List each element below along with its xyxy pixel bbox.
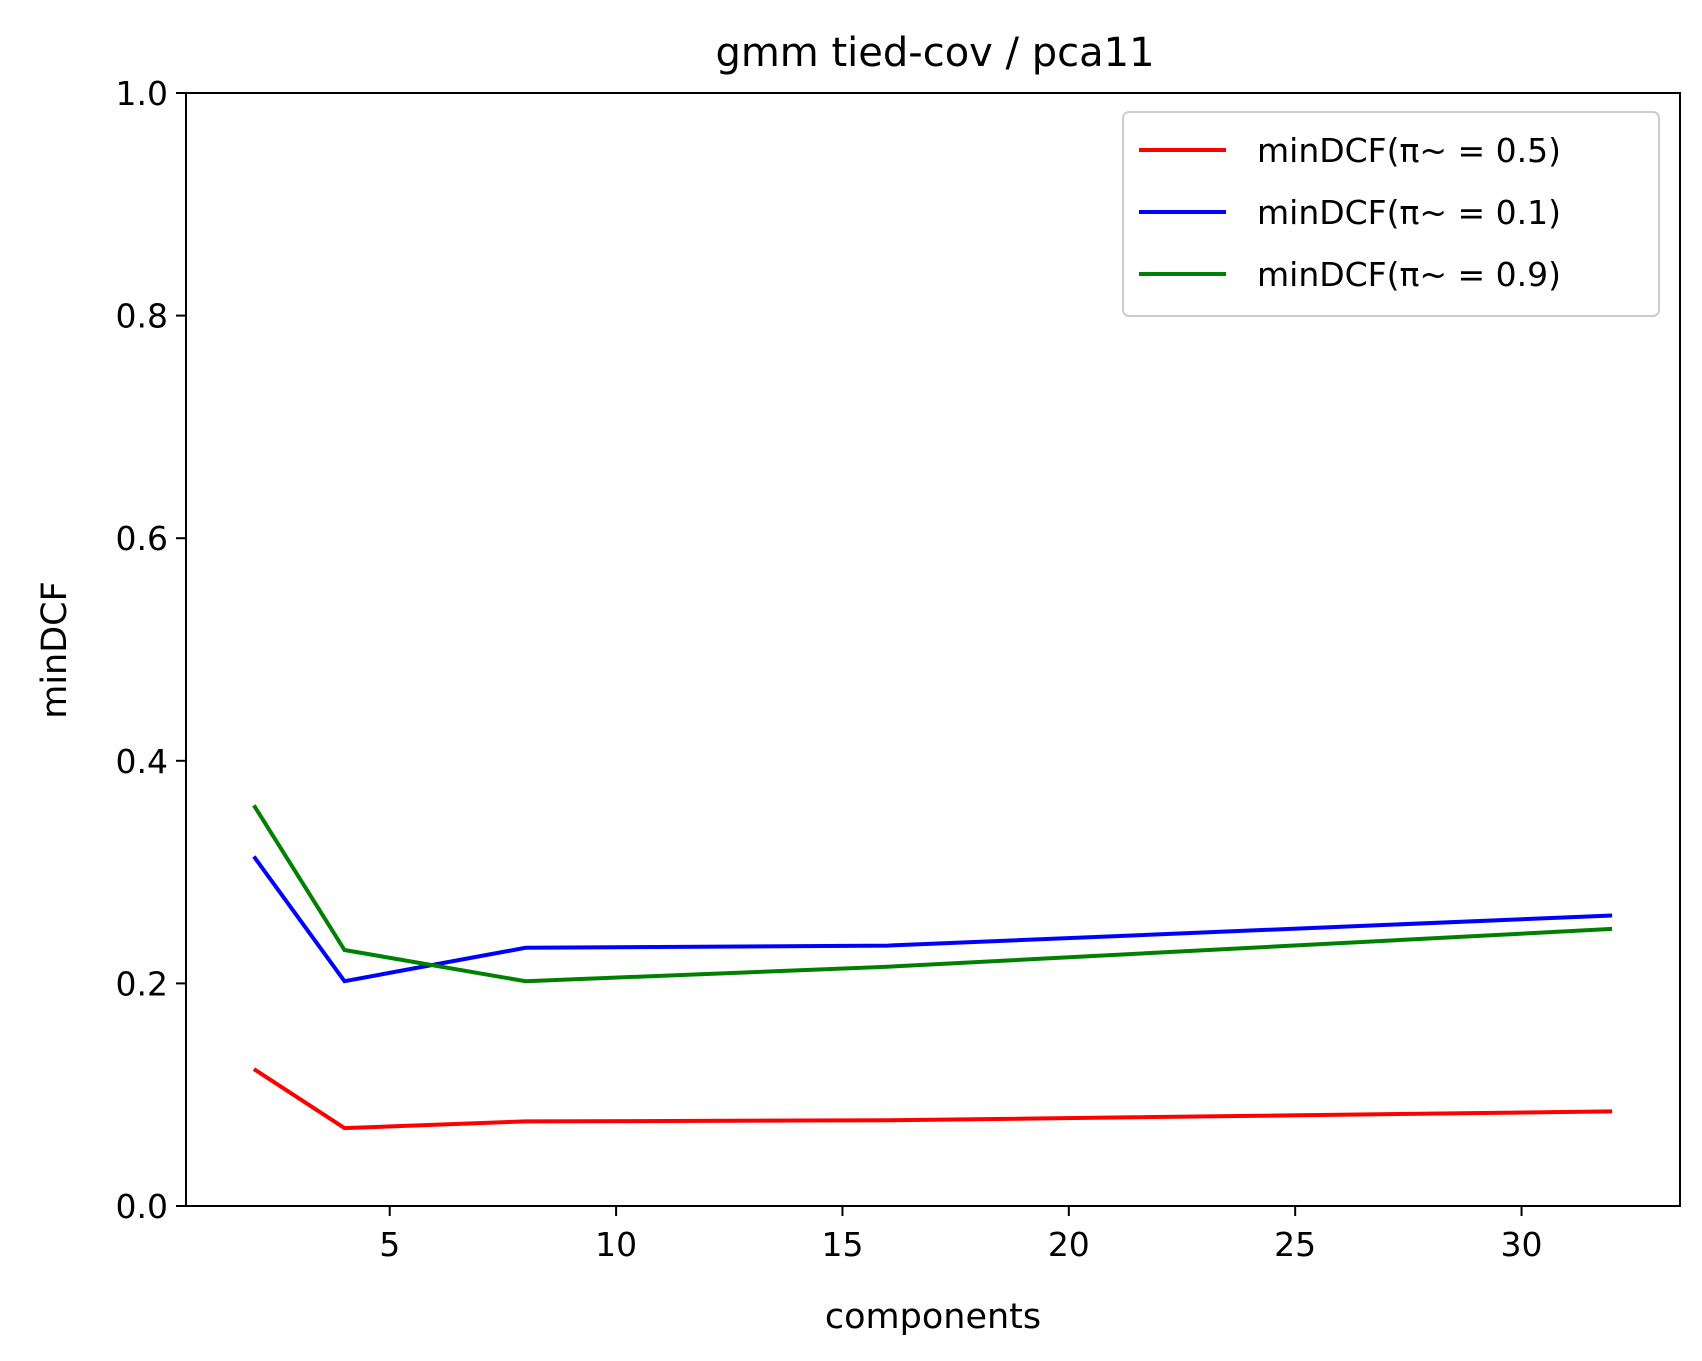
y-tick-label-0: 0.0 (116, 1187, 168, 1226)
y-tick-label-1: 0.2 (116, 964, 168, 1003)
x-tick-label-0: 5 (379, 1225, 400, 1264)
legend: minDCF(π~ = 0.5) minDCF(π~ = 0.1) minDCF(π… (1122, 111, 1660, 317)
legend-label-1: minDCF(π~ = 0.1) (1257, 193, 1561, 232)
x-tick-label-4: 25 (1274, 1225, 1316, 1264)
y-axis-ticks: 0.0 0.2 0.4 0.6 0.8 1.0 (116, 74, 186, 1226)
x-axis-ticks: 5 10 15 20 25 30 (379, 1206, 1543, 1264)
plot-frame (185, 92, 1681, 1207)
series-line-0 (252, 1067, 1613, 1131)
series-layer (252, 804, 1613, 1131)
series-line-1 (252, 855, 1613, 984)
y-axis-label: minDCF (35, 581, 75, 719)
chart-title: gmm tied-cov / pca11 (715, 30, 1154, 76)
legend-label-2: minDCF(π~ = 0.9) (1257, 255, 1561, 294)
series-line-2 (252, 804, 1613, 984)
y-tick-label-3: 0.6 (116, 519, 168, 558)
legend-label-0: minDCF(π~ = 0.5) (1257, 131, 1561, 170)
y-tick-label-5: 1.0 (116, 74, 168, 113)
x-tick-label-2: 15 (821, 1225, 863, 1264)
x-axis-label: components (825, 1297, 1041, 1337)
legend-box (1122, 111, 1660, 317)
y-tick-label-4: 0.8 (116, 297, 168, 336)
x-tick-label-1: 10 (595, 1225, 637, 1264)
x-tick-label-5: 30 (1501, 1225, 1543, 1264)
x-tick-label-3: 20 (1048, 1225, 1090, 1264)
y-tick-label-2: 0.4 (116, 742, 168, 781)
